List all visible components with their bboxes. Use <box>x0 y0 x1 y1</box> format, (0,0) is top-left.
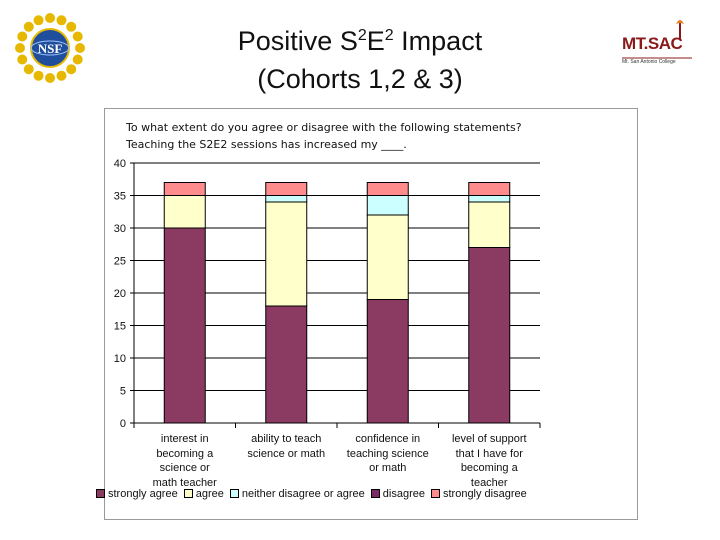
legend-label: neither disagree or agree <box>241 488 365 500</box>
seal-star-icon <box>45 13 55 23</box>
seal-star-icon <box>15 43 25 53</box>
x-tick-label: ability to teach science or math <box>247 433 326 460</box>
seal-star-icon <box>17 54 28 65</box>
seal-star-icon <box>66 21 77 32</box>
legend-item: strongly agree <box>96 488 178 500</box>
legend-swatch <box>229 488 239 498</box>
chart-title: To what extent do you agree or disagree … <box>126 119 522 153</box>
bar-segment <box>366 299 409 424</box>
bar-segment <box>265 305 308 424</box>
title-line-1: Positive S2E2 Impact <box>237 26 483 56</box>
seal-star-icon <box>45 73 55 83</box>
seal-star-icon <box>56 70 67 81</box>
legend-label: disagree <box>382 488 425 500</box>
bar-segment <box>468 195 511 203</box>
legend-swatch <box>96 488 105 498</box>
bar-segment <box>468 182 511 196</box>
y-tick-label: 25 <box>114 256 126 268</box>
bar-segment <box>366 182 409 196</box>
seal-star-icon <box>33 15 44 26</box>
legend-swatch <box>183 488 193 498</box>
seal-star-icon <box>72 54 83 65</box>
legend-label: strongly agree <box>108 488 178 500</box>
chart-question: To what extent do you agree or disagree … <box>126 121 522 134</box>
seal-star-icon <box>17 31 28 42</box>
x-tick-label: interest in becoming a science or math teac… <box>152 433 217 489</box>
bar-segment <box>468 201 511 248</box>
y-tick-label: 30 <box>114 223 126 235</box>
bar-segment <box>265 195 308 203</box>
title-line-2: (Cohorts 1,2 & 3) <box>257 64 463 94</box>
seal-star-icon <box>75 43 85 53</box>
svg-text:NSF: NSF <box>38 41 63 56</box>
mtsac-torch-icon <box>622 20 692 59</box>
bar-segment <box>265 201 308 307</box>
bar-segment <box>366 214 409 300</box>
legend-swatch <box>430 488 440 498</box>
legend-item: disagree <box>370 488 425 500</box>
y-tick-label: 35 <box>114 191 126 203</box>
mtsac-logo <box>618 18 696 74</box>
y-tick-label: 5 <box>120 386 126 398</box>
y-tick-label: 10 <box>114 353 126 365</box>
chart-subtitle: Teaching the S2E2 sessions has increased… <box>126 138 407 151</box>
seal-star-icon <box>23 21 34 32</box>
seal-star-icon <box>72 31 83 42</box>
bar-segment <box>163 195 206 229</box>
y-tick-label: 15 <box>114 321 126 333</box>
bar-segment <box>163 182 206 196</box>
y-tick-label: 0 <box>120 418 126 430</box>
legend-label: agree <box>195 488 224 500</box>
mtsac-subtext: Mt. San Antonio College <box>622 59 676 65</box>
legend-swatch <box>370 488 380 498</box>
bar-segment <box>163 227 206 424</box>
chart-legend: strongly agree agree neither disagree or a… <box>96 488 533 502</box>
seal-star-icon <box>66 64 77 75</box>
x-tick-label: confidence in teaching science or math <box>346 433 429 474</box>
legend-item: strongly disagree <box>430 488 527 500</box>
seal-star-icon <box>23 64 34 75</box>
legend-label: strongly disagree <box>442 488 527 500</box>
mtsac-wordmark: MT.SAC <box>622 34 683 53</box>
legend-item: agree <box>183 488 224 500</box>
legend-item: neither disagree or agree <box>229 488 365 500</box>
nsf-logo: NSF <box>12 10 88 86</box>
nsf-seal-icon: NSF <box>15 13 85 83</box>
bar-segment <box>366 195 409 216</box>
slide-title: Positive S2E2 Impact (Cohorts 1,2 & 3) <box>200 22 520 98</box>
y-tick-label: 20 <box>114 288 126 300</box>
seal-star-icon <box>56 15 67 26</box>
bar-segment <box>265 182 308 196</box>
bar-segment <box>468 247 511 424</box>
x-tick-label: level of support that I have for becoming … <box>451 433 527 489</box>
y-tick-label: 40 <box>114 158 126 170</box>
seal-star-icon <box>33 70 44 81</box>
